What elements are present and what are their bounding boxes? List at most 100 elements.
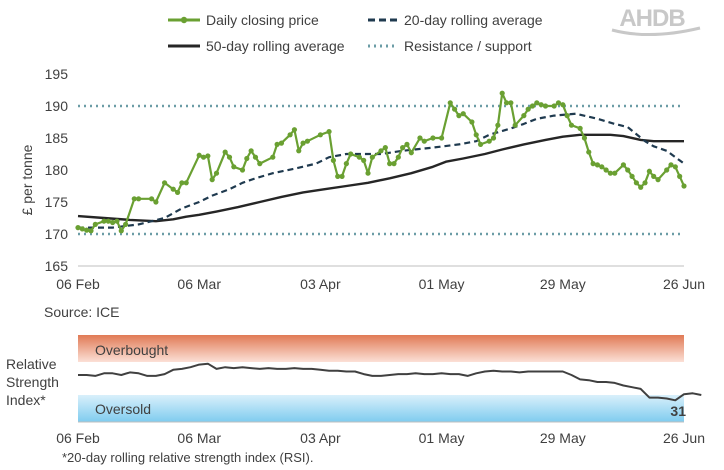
- daily-price-point: [170, 186, 176, 192]
- daily-price-point: [590, 161, 596, 167]
- daily-price-point: [404, 141, 410, 147]
- daily-price-point: [655, 177, 661, 183]
- daily-price-point: [101, 218, 107, 224]
- daily-price-point: [560, 102, 566, 108]
- daily-price-point: [638, 184, 644, 190]
- price-chart: 165 170 175 180 185 190 195 06 Feb 06 Mar 03 Apr 0…: [19, 66, 705, 292]
- daily-price-point: [391, 161, 397, 167]
- x-tick-label: 01 May: [419, 276, 465, 292]
- daily-price-point: [430, 135, 436, 141]
- daily-price-point: [226, 154, 233, 160]
- rsi-x-tick-label: 06 Mar: [177, 430, 221, 446]
- rsi-y-label: Relative Strength Index*: [6, 356, 59, 408]
- daily-price-point: [681, 183, 687, 189]
- daily-price-point: [114, 218, 120, 224]
- daily-price-point: [179, 180, 185, 186]
- daily-price-point: [257, 161, 263, 167]
- daily-price-point: [84, 227, 90, 233]
- daily-price-point: [534, 100, 540, 106]
- daily-price-point: [365, 170, 371, 176]
- daily-price-point: [603, 167, 609, 173]
- x-tick-label: 06 Mar: [177, 276, 221, 292]
- daily-price-point: [490, 135, 497, 141]
- legend: Daily closing price 20-day rolling avera…: [168, 12, 543, 54]
- daily-price-point: [473, 132, 479, 138]
- daily-price-point: [92, 221, 98, 227]
- y-axis-label: £ per tonne: [19, 144, 35, 215]
- legend-item-daily: Daily closing price: [168, 12, 319, 28]
- daily-price-point: [469, 119, 475, 125]
- daily-price-point: [642, 180, 648, 186]
- ma20-line: [78, 112, 685, 229]
- daily-price-point: [629, 173, 635, 179]
- daily-price-point: [343, 161, 349, 167]
- daily-price-point: [200, 154, 207, 160]
- daily-price-point: [607, 170, 614, 176]
- daily-price-point: [677, 173, 683, 179]
- rsi-line: [78, 362, 702, 402]
- daily-price-point: [274, 141, 280, 147]
- daily-price-point: [222, 149, 228, 155]
- legend-label-daily: Daily closing price: [206, 12, 319, 28]
- daily-price-point: [183, 180, 189, 186]
- daily-price-point: [105, 218, 111, 224]
- daily-price-point: [356, 154, 362, 160]
- daily-price-point: [317, 132, 323, 138]
- daily-price-point: [118, 228, 124, 234]
- daily-price-point: [148, 196, 155, 202]
- daily-price-point: [417, 135, 423, 141]
- daily-price-point: [387, 161, 393, 167]
- daily-price-point: [330, 157, 336, 163]
- daily-price-point: [270, 154, 276, 160]
- daily-price-point: [460, 111, 466, 117]
- daily-price-point: [421, 138, 427, 144]
- daily-price-point: [244, 155, 250, 162]
- daily-price-point: [599, 164, 605, 170]
- rsi-x-tick-label: 26 Jun: [663, 430, 705, 446]
- rsi-x-tick-label: 03 Apr: [300, 430, 341, 446]
- overbought-label: Overbought: [95, 342, 168, 358]
- daily-price-point: [625, 167, 631, 173]
- daily-price-point: [503, 100, 510, 106]
- daily-price-point: [231, 164, 237, 170]
- daily-price-point: [75, 225, 81, 231]
- daily-price-point: [291, 127, 298, 133]
- y-tick-label: 170: [45, 226, 69, 242]
- daily-price-point: [564, 113, 570, 119]
- rsi-chart: Overbought Oversold 31 06 Feb 06 Mar 03 Ap…: [6, 335, 705, 446]
- logo-text: AHDB: [619, 5, 685, 32]
- daily-price-point: [451, 106, 458, 112]
- daily-price-point: [205, 153, 211, 159]
- daily-price-point: [664, 167, 670, 173]
- daily-price-point: [278, 140, 285, 146]
- rsi-x-axis: 06 Feb 06 Mar 03 Apr 01 May 29 May 26 Jun: [56, 421, 705, 446]
- ahdb-logo: AHDB: [611, 5, 701, 36]
- daily-price-point: [551, 103, 557, 109]
- rsi-label-line2: Strength: [6, 374, 59, 390]
- daily-price-point: [79, 226, 85, 232]
- y-tick-label: 175: [45, 194, 69, 210]
- daily-price-point: [369, 154, 375, 160]
- daily-price-point: [620, 162, 627, 168]
- daily-price-point: [633, 180, 639, 186]
- daily-price-point: [439, 135, 445, 141]
- daily-price-point: [486, 138, 492, 144]
- daily-price-point: [287, 132, 293, 138]
- price-chart-axes: 165 170 175 180 185 190 195 06 Feb 06 Mar 03 Apr 0…: [45, 66, 705, 292]
- daily-price-point: [499, 90, 505, 96]
- daily-price-point: [538, 102, 544, 108]
- rsi-label-line3: Index*: [6, 392, 46, 408]
- footnote: *20-day rolling relative strength index …: [62, 450, 313, 465]
- y-tick-label: 180: [45, 162, 69, 178]
- source-note: Source: ICE: [44, 304, 119, 320]
- ma50-line: [77, 133, 684, 223]
- daily-price-point: [395, 154, 401, 160]
- rsi-x-tick-label: 29 May: [540, 430, 586, 446]
- daily-price-point: [161, 180, 168, 186]
- legend-item-levels: Resistance / support: [368, 38, 532, 54]
- daily-price-point: [382, 145, 388, 151]
- legend-item-ma20: 20-day rolling average: [368, 12, 543, 28]
- daily-price-point: [456, 113, 462, 119]
- daily-price-point: [555, 100, 562, 106]
